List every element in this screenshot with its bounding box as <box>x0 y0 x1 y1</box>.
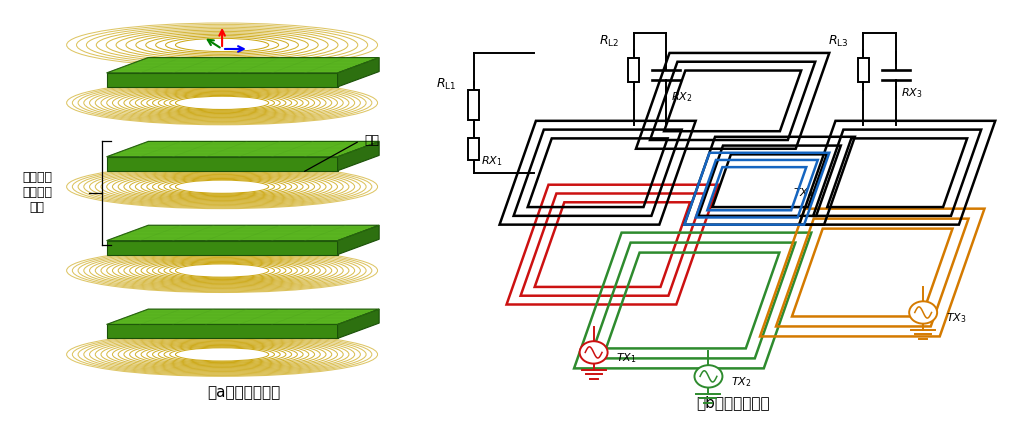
Polygon shape <box>106 240 338 255</box>
Polygon shape <box>106 73 338 87</box>
Bar <box>468 90 479 120</box>
Bar <box>628 58 639 82</box>
Text: 环氧树脂
玻璃纤维
织物: 环氧树脂 玻璃纤维 织物 <box>23 171 53 214</box>
Polygon shape <box>106 141 379 157</box>
Bar <box>468 138 479 160</box>
Polygon shape <box>338 225 379 255</box>
Text: $TX_2$: $TX_2$ <box>731 375 751 389</box>
Circle shape <box>580 341 607 364</box>
Polygon shape <box>106 309 379 325</box>
Circle shape <box>909 301 937 324</box>
Polygon shape <box>106 157 338 171</box>
Text: （a）多层线圈式: （a）多层线圈式 <box>208 385 281 400</box>
Text: $R_{\rm L2}$: $R_{\rm L2}$ <box>598 33 619 49</box>
Polygon shape <box>338 141 379 171</box>
Polygon shape <box>106 58 379 73</box>
Text: （b）线圈阵列式: （b）线圈阵列式 <box>696 395 771 410</box>
Text: $RX_3$: $RX_3$ <box>901 86 922 100</box>
Text: $R_{\rm L3}$: $R_{\rm L3}$ <box>828 33 848 49</box>
Polygon shape <box>106 325 338 339</box>
Circle shape <box>694 365 722 388</box>
Text: $TX_3$: $TX_3$ <box>945 312 966 326</box>
Text: $TX_4$: $TX_4$ <box>793 186 814 200</box>
Text: 线圈: 线圈 <box>365 134 379 147</box>
Text: $TX_1$: $TX_1$ <box>616 352 636 365</box>
Text: $RX_2$: $RX_2$ <box>671 90 692 104</box>
Polygon shape <box>106 225 379 240</box>
Text: $R_{\rm L1}$: $R_{\rm L1}$ <box>436 77 457 92</box>
Text: $RX_1$: $RX_1$ <box>481 154 503 168</box>
Polygon shape <box>338 309 379 339</box>
Polygon shape <box>338 58 379 87</box>
Bar <box>857 58 869 82</box>
